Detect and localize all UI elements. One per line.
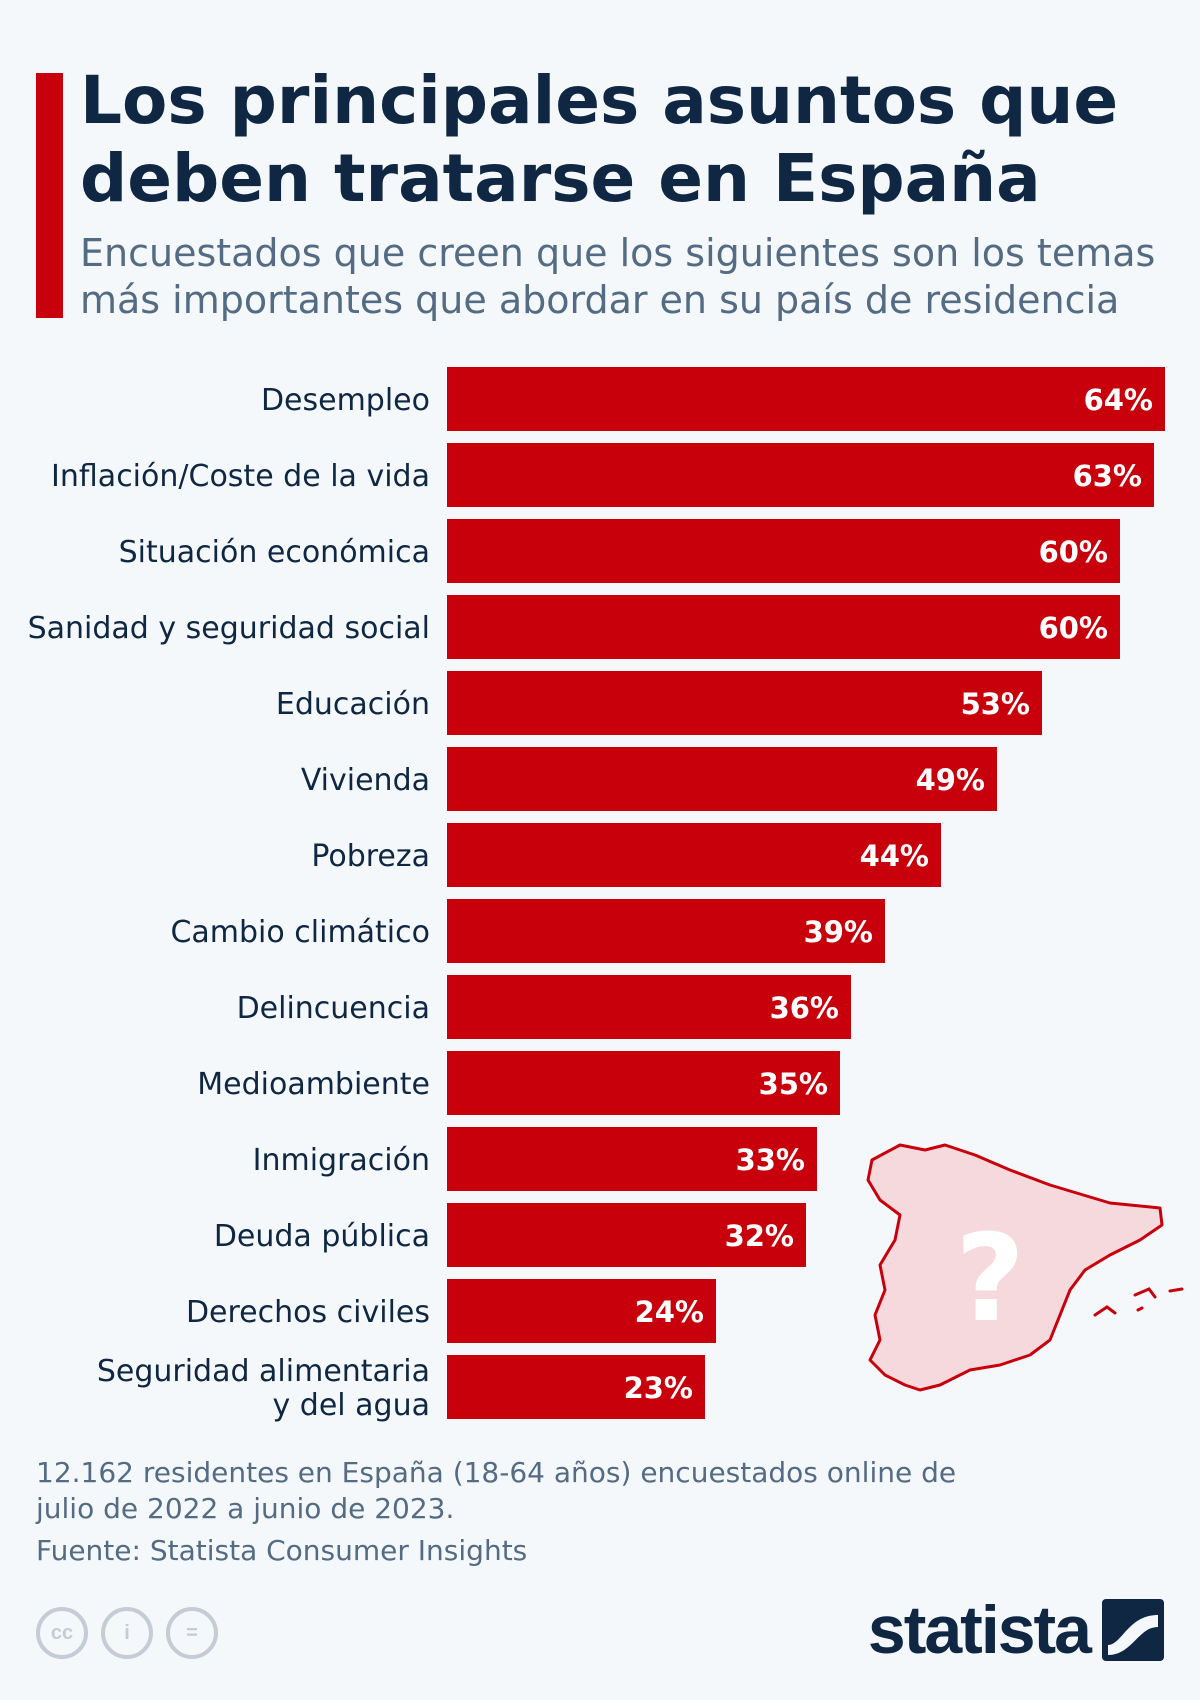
question-mark-icon: ? bbox=[955, 1210, 1025, 1349]
balearic-island-2 bbox=[1133, 1287, 1157, 1299]
source-label: Fuente: Statista Consumer Insights bbox=[36, 1534, 528, 1567]
balearic-island-1 bbox=[1093, 1305, 1117, 1317]
category-label: Inflación/Coste de la vida bbox=[51, 459, 430, 494]
bar-value-label: 32% bbox=[725, 1219, 794, 1253]
bar-value-label: 35% bbox=[759, 1067, 828, 1101]
balearic-island-4 bbox=[1136, 1306, 1144, 1312]
statista-logo-icon bbox=[1102, 1599, 1164, 1661]
bar[interactable] bbox=[447, 975, 851, 1039]
statista-wordmark: statista bbox=[867, 1592, 1092, 1668]
bar[interactable] bbox=[447, 1127, 817, 1191]
bar[interactable] bbox=[447, 519, 1120, 583]
bar[interactable] bbox=[447, 367, 1165, 431]
bar-value-label: 39% bbox=[804, 915, 873, 949]
bar[interactable] bbox=[447, 1051, 840, 1115]
title-accent-bar bbox=[36, 73, 63, 318]
bar-value-label: 63% bbox=[1073, 459, 1142, 493]
category-label: Pobreza bbox=[311, 839, 430, 874]
category-label: Vivienda bbox=[301, 763, 430, 798]
creative-commons-icon[interactable]: cc bbox=[36, 1607, 88, 1659]
category-label: Desempleo bbox=[261, 383, 430, 418]
bar-chart: ? 64% Desempleo 63% Inflación/Coste de la vi… bbox=[28, 367, 1184, 1423]
bar-value-label: 49% bbox=[916, 763, 985, 797]
no-derivatives-icon[interactable]: = bbox=[166, 1607, 218, 1659]
category-label: Inmigración bbox=[253, 1143, 430, 1178]
category-label: Deuda pública bbox=[214, 1219, 430, 1254]
bar-value-label: 60% bbox=[1039, 535, 1108, 569]
bar-value-label: 24% bbox=[635, 1295, 704, 1329]
bar[interactable] bbox=[447, 1355, 705, 1419]
license-icons: cc i = bbox=[36, 1607, 218, 1659]
bar[interactable] bbox=[447, 1279, 716, 1343]
balearic-island-3 bbox=[1168, 1287, 1184, 1293]
bar[interactable] bbox=[447, 899, 885, 963]
category-label: Sanidad y seguridad social bbox=[28, 611, 430, 646]
bar[interactable] bbox=[447, 1203, 806, 1267]
category-label: Delincuencia bbox=[237, 991, 430, 1026]
category-label: Seguridad alimentaria y del agua bbox=[97, 1354, 430, 1423]
category-label: Medioambiente bbox=[197, 1067, 430, 1102]
chart-title: Los principales asuntos que deben tratar… bbox=[80, 62, 1119, 217]
spain-outline bbox=[866, 1143, 1164, 1392]
bar-value-label: 23% bbox=[624, 1371, 693, 1405]
attribution-icon[interactable]: i bbox=[101, 1607, 153, 1659]
category-label: Derechos civiles bbox=[186, 1295, 430, 1330]
category-label: Educación bbox=[276, 687, 430, 722]
statista-logo[interactable]: statista bbox=[868, 1596, 1164, 1664]
bar-value-label: 44% bbox=[860, 839, 929, 873]
bar-value-label: 64% bbox=[1084, 383, 1153, 417]
bar[interactable] bbox=[447, 595, 1120, 659]
bar-value-label: 60% bbox=[1039, 611, 1108, 645]
category-label: Cambio climático bbox=[170, 915, 430, 950]
bar-value-label: 33% bbox=[736, 1143, 805, 1177]
bar[interactable] bbox=[447, 443, 1154, 507]
bar[interactable] bbox=[447, 671, 1042, 735]
bar-value-label: 53% bbox=[961, 687, 1030, 721]
survey-note: 12.162 residentes en España (18-64 años)… bbox=[36, 1456, 957, 1525]
bar-value-label: 36% bbox=[770, 991, 839, 1025]
bar[interactable] bbox=[447, 747, 997, 811]
spain-map-icon: ? bbox=[866, 1143, 1184, 1392]
chart-subtitle: Encuestados que creen que los siguientes… bbox=[80, 231, 1156, 322]
bar[interactable] bbox=[447, 823, 941, 887]
category-label: Situación económica bbox=[119, 535, 430, 570]
